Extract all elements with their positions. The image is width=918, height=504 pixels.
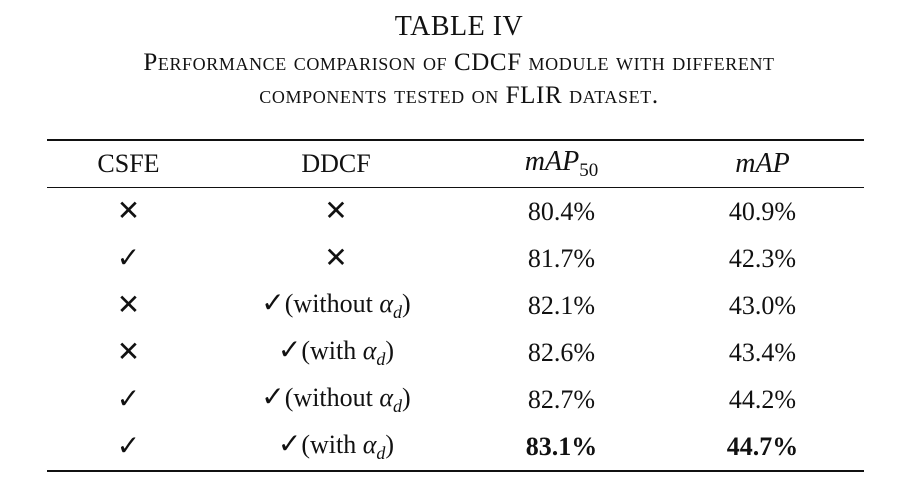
table-row: ✕ ✕ 80.4% 40.9% bbox=[47, 188, 864, 236]
cell-ddcf: ✓(with αd) bbox=[210, 329, 462, 376]
alpha-subscript: d bbox=[393, 395, 403, 416]
check-icon: ✓ bbox=[277, 426, 302, 460]
table-caption-line-2: components tested on FLIR dataset. bbox=[259, 82, 659, 109]
cell-map50: 81.7% bbox=[527, 243, 596, 273]
cross-icon: ✕ bbox=[116, 334, 141, 368]
ddcf-note-suffix: ) bbox=[402, 288, 411, 318]
ddcf-note-suffix: ) bbox=[402, 382, 411, 412]
ddcf-note-prefix: (without bbox=[284, 288, 380, 318]
alpha-subscript: d bbox=[393, 301, 403, 322]
ablation-table: CSFE DDCF mAP50 mAP ✕ ✕ 80.4% 40.9% ✓ ✕ 81.7% 4… bbox=[47, 139, 864, 472]
header-map: mAP bbox=[661, 140, 864, 188]
header-csfe: CSFE bbox=[97, 149, 160, 178]
ddcf-note-suffix: ) bbox=[385, 429, 395, 459]
table-row: ✕ ✓(without αd) 82.1% 43.0% bbox=[47, 282, 864, 329]
ddcf-note: (with αd) bbox=[301, 335, 395, 369]
ddcf-note: (without αd) bbox=[284, 288, 411, 322]
cell-csfe: ✓ bbox=[47, 376, 210, 423]
header-map50-base: mAP bbox=[524, 146, 580, 177]
cell-map50: 80.4% bbox=[527, 196, 596, 226]
table-row: ✕ ✓(with αd) 82.6% 43.4% bbox=[47, 329, 864, 376]
cell-map: 40.9% bbox=[728, 196, 797, 226]
cross-icon: ✕ bbox=[324, 193, 348, 227]
cell-map: 44.7% bbox=[726, 431, 799, 461]
cell-ddcf: ✓(without αd) bbox=[210, 376, 462, 423]
alpha-subscript: d bbox=[376, 348, 386, 369]
cell-map50: 82.1% bbox=[527, 290, 596, 320]
alpha-subscript: d bbox=[376, 442, 386, 463]
cell-ddcf: ✕ bbox=[210, 235, 462, 282]
cell-map50: 82.7% bbox=[527, 384, 596, 414]
table-row: ✓ ✓(with αd) 83.1% 44.7% bbox=[47, 423, 864, 471]
cell-map50: 82.6% bbox=[527, 337, 596, 367]
check-icon: ✓ bbox=[261, 379, 285, 413]
cell-map: 44.2% bbox=[728, 384, 797, 414]
alpha-symbol: α bbox=[362, 429, 377, 459]
cell-csfe: ✕ bbox=[47, 329, 210, 376]
cell-csfe: ✓ bbox=[47, 235, 210, 282]
check-icon: ✓ bbox=[261, 285, 285, 319]
ddcf-note: (without αd) bbox=[284, 382, 411, 416]
ddcf-note-prefix: (with bbox=[301, 335, 363, 365]
alpha-symbol: α bbox=[379, 288, 394, 318]
ddcf-note-prefix: (with bbox=[301, 429, 363, 459]
table-row: ✓ ✕ 81.7% 42.3% bbox=[47, 235, 864, 282]
ddcf-note: (with αd) bbox=[301, 429, 395, 463]
alpha-symbol: α bbox=[362, 335, 377, 365]
check-icon: ✓ bbox=[116, 240, 141, 274]
check-icon: ✓ bbox=[116, 381, 141, 415]
header-ddcf: DDCF bbox=[301, 149, 371, 178]
header-row: CSFE DDCF mAP50 mAP bbox=[47, 140, 864, 188]
cell-map: 43.4% bbox=[728, 337, 797, 367]
cell-ddcf: ✓(without αd) bbox=[210, 282, 462, 329]
header-map50-sub: 50 bbox=[579, 160, 599, 181]
cell-map: 42.3% bbox=[728, 243, 797, 273]
cross-icon: ✕ bbox=[116, 287, 141, 321]
ddcf-note-prefix: (without bbox=[284, 382, 380, 412]
header-map50: mAP50 bbox=[462, 140, 661, 188]
cross-icon: ✕ bbox=[324, 240, 348, 274]
cell-ddcf: ✓(with αd) bbox=[210, 423, 462, 471]
table-label: TABLE IV bbox=[394, 11, 524, 42]
check-icon: ✓ bbox=[116, 428, 141, 462]
cell-csfe: ✓ bbox=[47, 423, 210, 471]
cell-csfe: ✕ bbox=[47, 282, 210, 329]
table-caption-line-1: Performance comparison of CDCF module wi… bbox=[143, 49, 775, 76]
header-map-text: mAP bbox=[735, 148, 790, 179]
cell-map: 43.0% bbox=[728, 290, 797, 320]
cell-ddcf: ✕ bbox=[210, 188, 462, 236]
table-row: ✓ ✓(without αd) 82.7% 44.2% bbox=[47, 376, 864, 423]
cell-csfe: ✕ bbox=[47, 188, 210, 236]
check-icon: ✓ bbox=[277, 332, 302, 366]
cell-map50: 83.1% bbox=[525, 431, 598, 461]
alpha-symbol: α bbox=[379, 382, 394, 412]
cross-icon: ✕ bbox=[116, 193, 141, 227]
ddcf-note-suffix: ) bbox=[385, 335, 395, 365]
